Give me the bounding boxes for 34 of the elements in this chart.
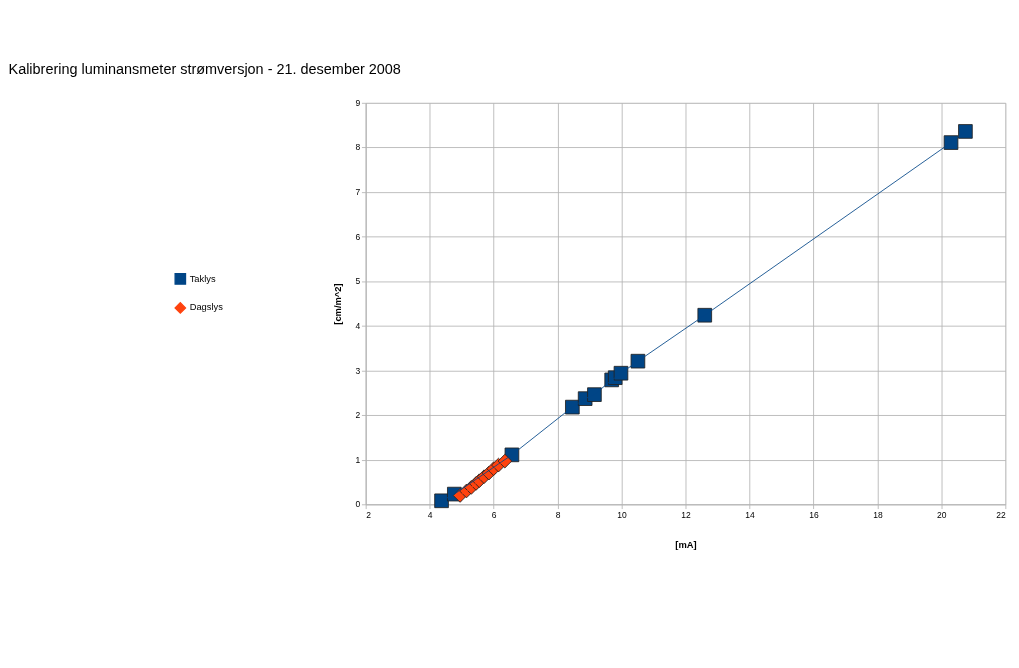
point [565, 399, 580, 415]
point [630, 353, 646, 369]
y-tick-label: 9 [355, 97, 361, 108]
point [943, 135, 959, 150]
legend-label: Dagslys [189, 302, 224, 313]
x-tick-label: 16 [809, 509, 819, 520]
x-tick-label: 12 [681, 509, 691, 520]
y-tick-label: 4 [355, 320, 361, 331]
y-tick-label: 1 [355, 454, 361, 465]
x-tick-label: 20 [937, 509, 947, 520]
text: Kalibrering luminansmeter strømversjon - 21. desember 2008 [8, 60, 401, 77]
x-tick-label: 2 [366, 509, 372, 520]
y-axis-title: [cm/m^2] [333, 283, 344, 325]
x-tick-label: 6 [491, 509, 497, 520]
y-tick-label: 2 [355, 410, 361, 421]
x-tick-label: 18 [873, 509, 883, 520]
x-axis-title: [mA] [675, 540, 697, 551]
x-tick-label: 8 [555, 509, 561, 520]
point [587, 387, 602, 402]
legend-label: Taklys [189, 273, 216, 284]
point [958, 124, 973, 139]
y-tick-label: 0 [355, 499, 361, 510]
y-tick-label: 3 [355, 365, 361, 376]
x-tick-label: 22 [996, 509, 1007, 520]
point [434, 493, 449, 509]
x-tick-label: 4 [427, 509, 433, 520]
y-tick-label: 7 [355, 187, 361, 198]
y-tick-label: 5 [355, 276, 361, 287]
point [697, 307, 713, 323]
y-tick-label: 8 [355, 142, 361, 153]
x-tick-label: 14 [745, 509, 755, 520]
y-tick-label: 6 [355, 231, 361, 242]
point [613, 365, 629, 381]
x-tick-label: 10 [617, 509, 628, 520]
